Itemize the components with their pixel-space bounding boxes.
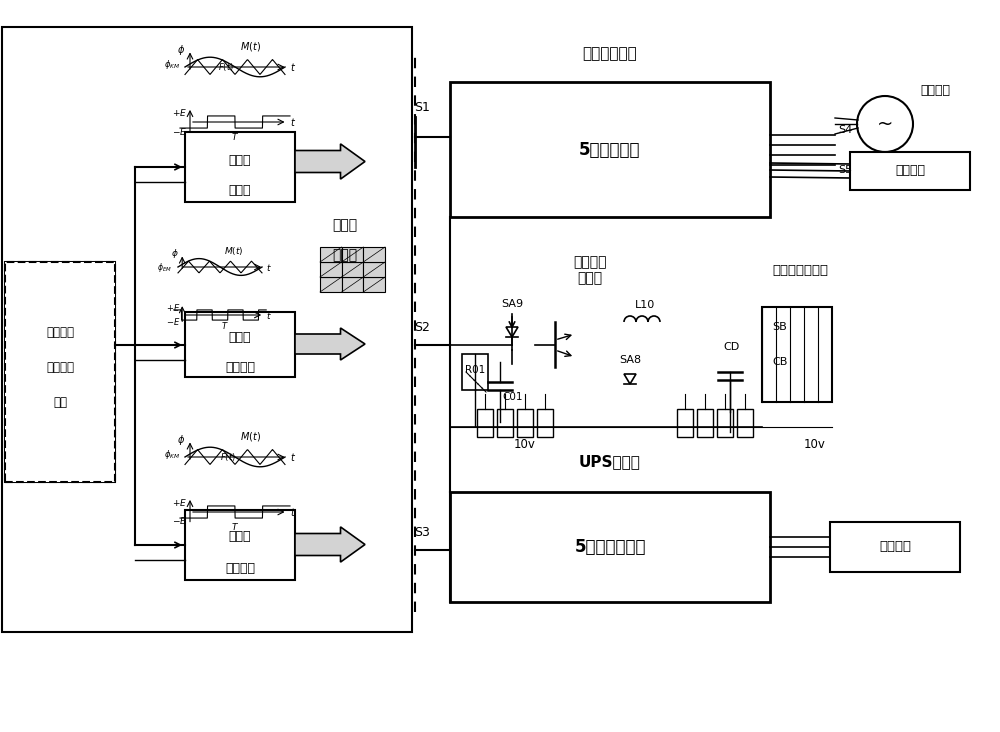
Text: 10v: 10v: [514, 438, 536, 450]
Bar: [5, 262, 115, 482]
Text: 逆变器: 逆变器: [229, 531, 251, 543]
Bar: [5, 262, 115, 482]
Text: CB: CB: [772, 357, 787, 367]
Text: $+E$: $+E$: [172, 496, 188, 507]
Bar: [697, 409, 713, 437]
Text: S3: S3: [414, 526, 430, 539]
Bar: [342, 277, 363, 292]
Text: $M(t)$: $M(t)$: [224, 245, 244, 257]
Bar: [450, 82, 770, 217]
Bar: [517, 409, 533, 437]
Text: SA9: SA9: [501, 299, 523, 309]
Text: S5: S5: [838, 165, 852, 175]
Text: $+E$: $+E$: [172, 106, 188, 118]
Text: $t$: $t$: [290, 506, 296, 518]
Text: $+E$: $+E$: [166, 302, 180, 313]
Text: 普通负载: 普通负载: [895, 165, 925, 177]
Text: $\phi$: $\phi$: [177, 433, 185, 447]
Text: 限波器: 限波器: [229, 331, 251, 343]
Text: 控制系统: 控制系统: [225, 562, 255, 575]
Bar: [185, 510, 295, 580]
Text: $\phi_{EM}$: $\phi_{EM}$: [157, 261, 172, 274]
Text: 协调分配: 协调分配: [46, 360, 74, 373]
Text: SB: SB: [772, 322, 787, 332]
Bar: [342, 262, 363, 277]
Text: $\phi$: $\phi$: [171, 247, 178, 260]
Text: C01: C01: [502, 392, 522, 402]
Bar: [320, 262, 342, 277]
Bar: [342, 247, 363, 262]
Text: 10v: 10v: [804, 438, 826, 450]
Polygon shape: [295, 527, 365, 562]
Text: 物联感知: 物联感知: [46, 326, 74, 338]
Text: $M(t)$: $M(t)$: [240, 430, 261, 443]
Bar: [2, 27, 412, 632]
Text: 系统: 系统: [53, 395, 67, 408]
Bar: [497, 409, 513, 437]
Bar: [830, 522, 960, 572]
Text: $T$: $T$: [231, 520, 239, 531]
Text: L10: L10: [635, 300, 655, 310]
Text: 光伏板: 光伏板: [332, 248, 358, 262]
Polygon shape: [295, 144, 365, 179]
Bar: [363, 277, 385, 292]
Text: R01: R01: [465, 365, 485, 375]
Text: SA8: SA8: [619, 355, 641, 365]
Text: $T$: $T$: [231, 130, 239, 141]
Text: $-E$: $-E$: [166, 316, 180, 327]
Text: 太阳能: 太阳能: [332, 218, 358, 232]
Text: $F(t)$: $F(t)$: [220, 451, 236, 463]
Text: S4: S4: [838, 125, 852, 135]
Text: $t$: $t$: [290, 61, 296, 73]
Text: $t$: $t$: [290, 116, 296, 128]
Text: UPS逆变器: UPS逆变器: [579, 455, 641, 469]
Text: $t$: $t$: [266, 310, 272, 321]
Text: S1: S1: [414, 100, 430, 113]
Text: $F(t)$: $F(t)$: [218, 61, 233, 73]
Text: 5级直流逆变器: 5级直流逆变器: [574, 538, 646, 556]
Bar: [185, 312, 295, 377]
Text: 5级直流整流: 5级直流整流: [579, 141, 641, 159]
Bar: [537, 409, 553, 437]
Bar: [363, 247, 385, 262]
Text: 制系统: 制系统: [229, 184, 251, 196]
Bar: [717, 409, 733, 437]
Text: 多象限变流器: 多象限变流器: [583, 47, 637, 61]
Text: CD: CD: [724, 342, 740, 352]
Bar: [737, 409, 753, 437]
Bar: [185, 132, 295, 202]
Bar: [320, 277, 342, 292]
Text: 控制系统: 控制系统: [225, 360, 255, 373]
Polygon shape: [295, 328, 365, 360]
Text: 智能电网: 智能电网: [920, 83, 950, 97]
Text: 整流控: 整流控: [229, 154, 251, 166]
Bar: [477, 409, 493, 437]
Bar: [450, 492, 770, 602]
Text: $\phi$: $\phi$: [177, 42, 185, 56]
Text: $t$: $t$: [290, 451, 296, 463]
Text: 电池储能电池组: 电池储能电池组: [772, 264, 828, 277]
Bar: [762, 307, 832, 402]
Text: $-E$: $-E$: [172, 515, 188, 526]
Bar: [363, 262, 385, 277]
Text: $\phi_{KM}$: $\phi_{KM}$: [164, 58, 180, 70]
Bar: [462, 354, 488, 390]
Bar: [320, 247, 342, 262]
Polygon shape: [624, 374, 636, 384]
Bar: [850, 152, 970, 190]
Text: ~: ~: [877, 114, 893, 133]
Polygon shape: [506, 327, 518, 337]
Text: $\phi_{KM}$: $\phi_{KM}$: [164, 447, 180, 460]
Text: S2: S2: [414, 321, 430, 334]
Text: $t$: $t$: [266, 261, 272, 272]
Text: 重要负载: 重要负载: [879, 540, 911, 553]
Bar: [677, 409, 693, 437]
Text: 储能单元
限波器: 储能单元 限波器: [573, 255, 607, 285]
Text: $M(t)$: $M(t)$: [240, 40, 261, 53]
Text: $-E$: $-E$: [172, 125, 188, 136]
Text: $T$: $T$: [221, 321, 229, 332]
